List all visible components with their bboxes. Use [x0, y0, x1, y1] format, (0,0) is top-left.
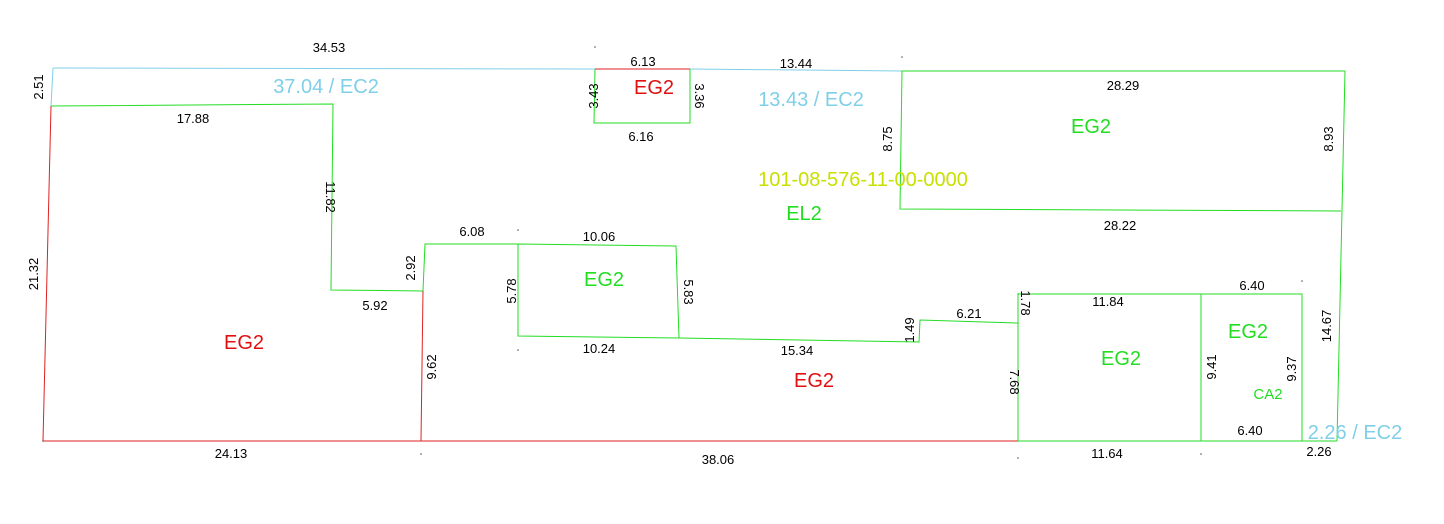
dim-label: 5.78 [504, 278, 519, 303]
dim-label: 3.36 [692, 83, 707, 108]
dim-label: 1.49 [902, 317, 917, 342]
vertex-dots [42, 46, 1303, 459]
dim-label: 17.88 [177, 111, 210, 126]
dim-label: 10.24 [583, 341, 616, 356]
top-small-box-outline [593, 68, 691, 124]
dim-label: 2.92 [403, 255, 418, 280]
boundary-left [42, 105, 52, 442]
middle-step-outline [678, 319, 1019, 343]
area-labels: 101-08-576-11-00-0000 EL2 EG2 EG2 EG2 EG… [224, 76, 1402, 444]
dim-label: 13.44 [780, 56, 813, 71]
ec2-bottom-right-label: 2.26 / EC2 [1308, 422, 1403, 444]
outline-lines [42, 67, 1346, 442]
top-right-building-outline [899, 70, 1342, 212]
eg2-top-right-label: EG2 [1071, 116, 1111, 138]
dim-label: 6.08 [459, 224, 484, 239]
ec2-center-label: 13.43 / EC2 [758, 89, 864, 111]
dim-label: 2.51 [31, 74, 46, 99]
dim-label: 24.13 [215, 446, 248, 461]
vertex-dot [517, 229, 519, 231]
dim-label: 15.34 [781, 343, 814, 358]
eg2-top-small-label: EG2 [634, 77, 674, 99]
boundary-left-top [50, 67, 54, 107]
dim-label: 10.06 [583, 229, 616, 244]
dim-label: 3.43 [586, 83, 601, 108]
dim-label: 14.67 [1319, 310, 1334, 343]
vertex-dot [42, 440, 44, 442]
eg2-middle-box-label: EG2 [584, 269, 624, 291]
middle-box-outline [517, 243, 680, 339]
vertex-dot [1017, 457, 1019, 459]
dim-label: 11.84 [1092, 294, 1124, 309]
dim-label: 11.64 [1091, 446, 1123, 461]
vertex-dot [901, 56, 903, 58]
dim-label: 7.68 [1007, 369, 1022, 394]
vertex-dot [517, 349, 519, 351]
dim-label: 8.93 [1321, 126, 1336, 151]
dimension-labels: 34.53 17.88 5.92 24.13 6.08 6.13 6.16 13… [26, 40, 1336, 467]
dim-label: 9.62 [424, 354, 439, 379]
dim-label: 21.32 [26, 258, 41, 291]
bottom-right-building-outline [1017, 293, 1303, 441]
dim-label: 28.29 [1107, 78, 1140, 93]
dim-label: 6.13 [630, 54, 655, 69]
dim-label: 8.75 [880, 126, 895, 151]
boundary-top-center [689, 68, 903, 72]
ec2-left-label: 37.04 / EC2 [273, 76, 379, 98]
el2-label: EL2 [786, 203, 822, 225]
dim-label: 5.83 [681, 279, 696, 304]
dim-label: 1.78 [1018, 290, 1033, 315]
vertex-dot [420, 453, 422, 455]
dim-label: 28.22 [1104, 218, 1137, 233]
dim-label: 9.41 [1204, 354, 1219, 379]
eg2-bottom-center-label: EG2 [794, 370, 834, 392]
eg2-far-right-label: EG2 [1228, 321, 1268, 343]
left-building-outline [50, 103, 518, 292]
left-building-divider [420, 290, 424, 442]
vertex-dot [1301, 280, 1303, 282]
ca2-label: CA2 [1253, 386, 1282, 403]
eg2-bottom-right-label: EG2 [1101, 348, 1141, 370]
vertex-dot [1200, 453, 1202, 455]
dim-label: 34.53 [313, 40, 346, 55]
dim-label: 6.21 [956, 306, 981, 321]
dim-label: 6.16 [628, 129, 653, 144]
dim-label: 2.26 [1306, 444, 1331, 459]
boundary-top-left [52, 67, 596, 70]
dim-label: 11.82 [323, 181, 338, 213]
parcel-id-label: 101-08-576-11-00-0000 [758, 169, 968, 191]
dim-label: 6.40 [1237, 423, 1262, 438]
dim-label: 6.40 [1239, 278, 1264, 293]
eg2-left-label: EG2 [224, 332, 264, 354]
boundary-right [1336, 70, 1346, 442]
dim-label: 38.06 [702, 452, 735, 467]
dim-label: 9.37 [1284, 356, 1299, 381]
dim-label: 5.92 [362, 298, 387, 313]
vertex-dot [594, 46, 596, 48]
